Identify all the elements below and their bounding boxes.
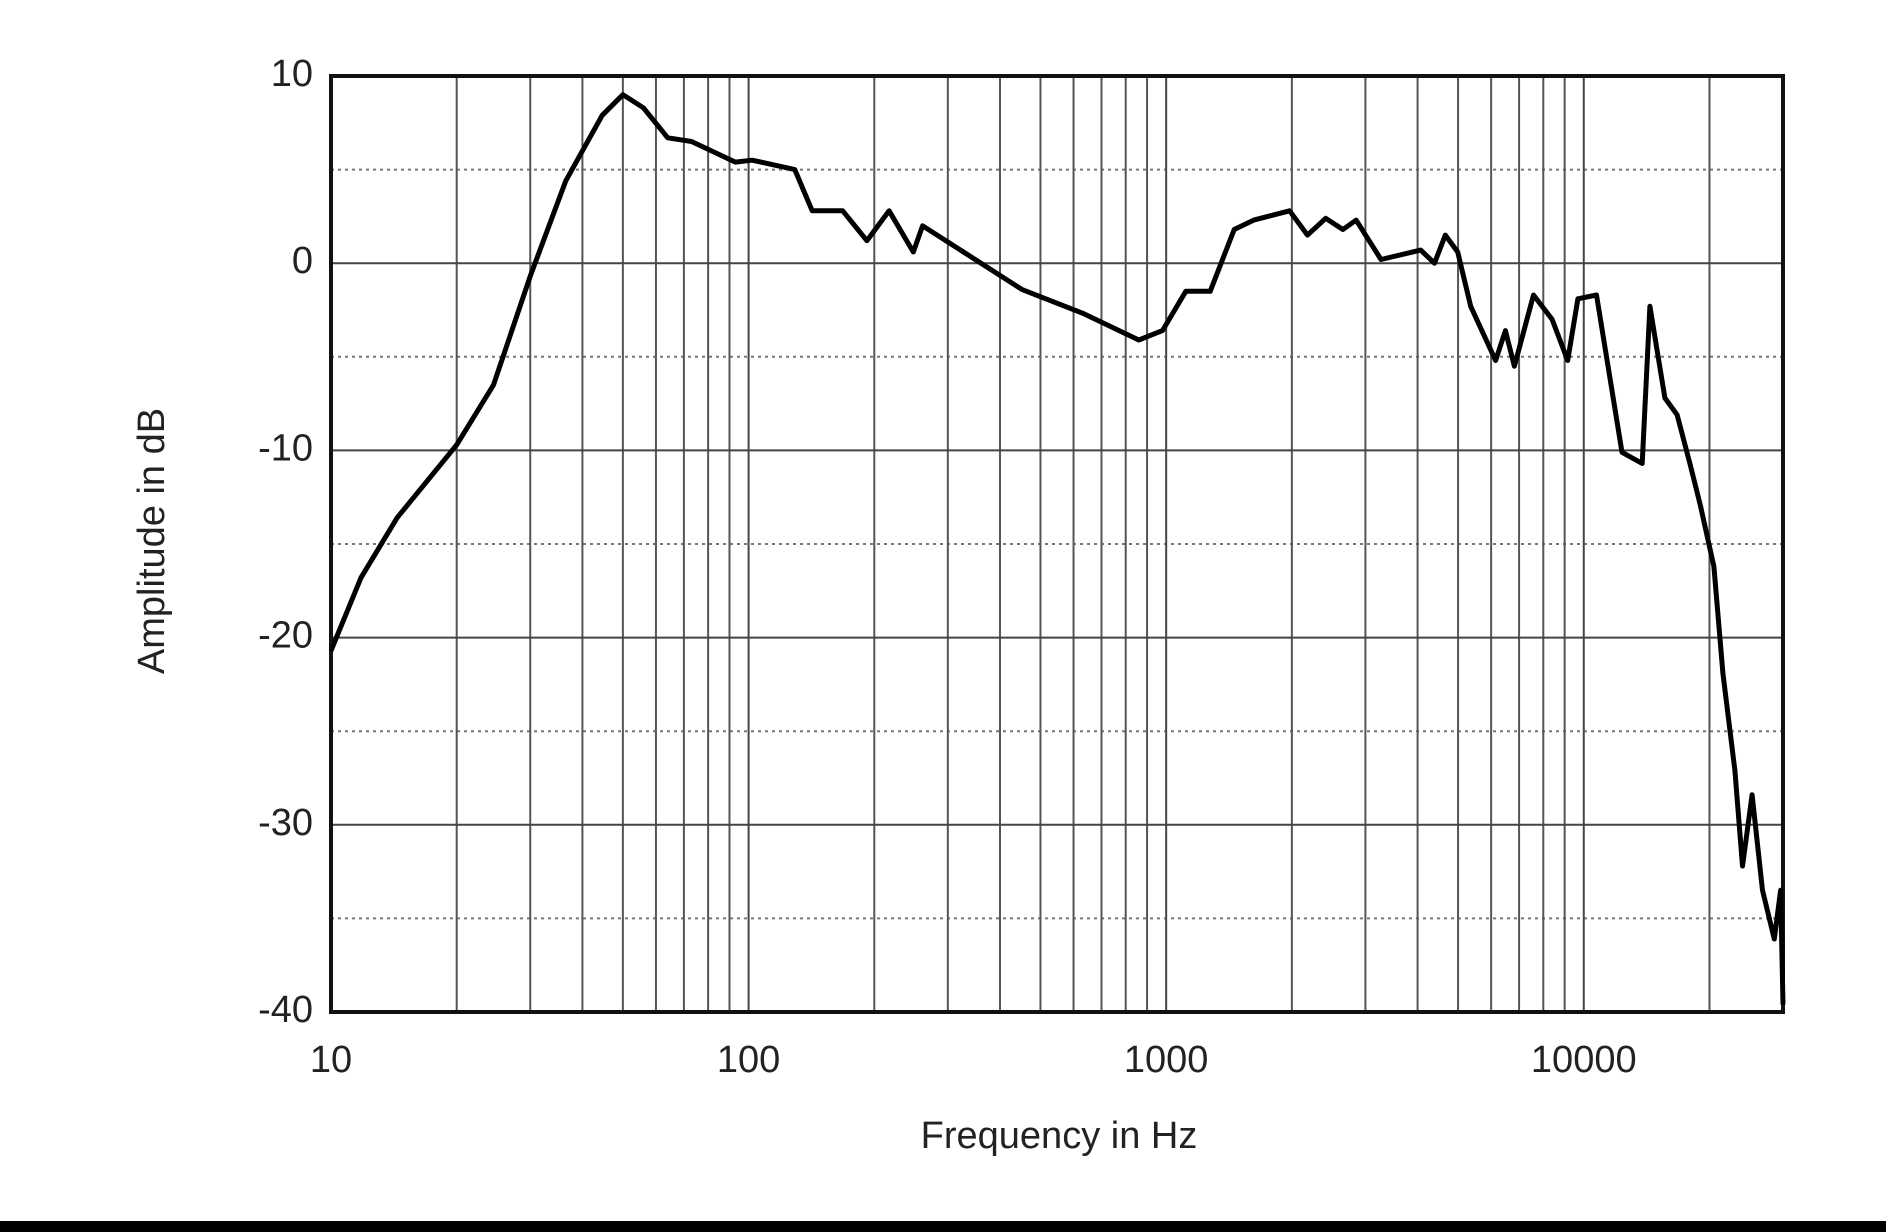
plot-frame: [329, 74, 1785, 1014]
x-axis-title: Frequency in Hz: [921, 1115, 1198, 1157]
x-tick-label: 100: [717, 1039, 780, 1081]
y-axis-title: Amplitude in dB: [131, 408, 173, 674]
x-tick-label: 10000: [1531, 1039, 1637, 1081]
y-tick-label: -10: [258, 427, 313, 469]
x-tick-label: 10: [310, 1039, 352, 1081]
data-line: [328, 92, 1786, 1005]
y-tick-label: -30: [258, 802, 313, 844]
y-tick-label: -20: [258, 615, 313, 657]
y-tick-label: -40: [258, 989, 313, 1031]
bottom-band: [0, 1221, 1886, 1232]
x-tick-label: 1000: [1124, 1039, 1209, 1081]
y-tick-label: 10: [271, 53, 313, 95]
y-tick-label: 0: [292, 240, 313, 282]
